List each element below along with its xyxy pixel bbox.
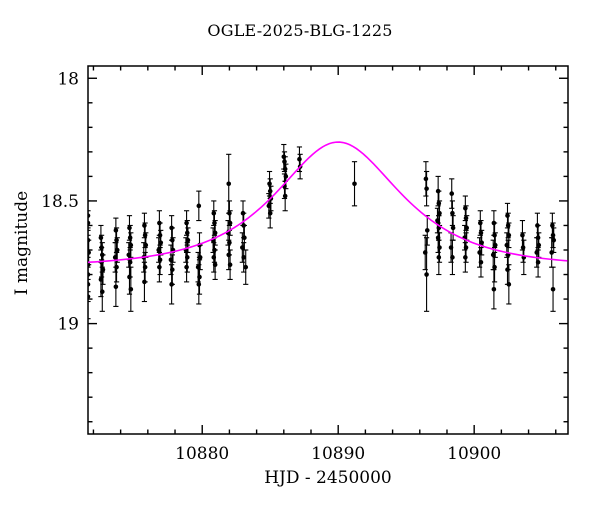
data-point bbox=[88, 239, 92, 266]
data-point bbox=[226, 153, 232, 214]
data-point bbox=[88, 266, 91, 303]
data-point bbox=[449, 239, 456, 276]
data-point bbox=[478, 246, 484, 278]
data-point bbox=[549, 237, 555, 268]
data-point bbox=[436, 239, 442, 276]
data-point bbox=[449, 200, 456, 227]
data-point bbox=[479, 229, 485, 256]
data-point bbox=[491, 269, 497, 310]
data-point bbox=[196, 264, 202, 305]
data-point bbox=[243, 249, 249, 285]
y-tick-label: 18 bbox=[57, 69, 79, 89]
data-point bbox=[227, 210, 233, 236]
data-point bbox=[183, 251, 190, 283]
data-point bbox=[423, 170, 430, 207]
data-points bbox=[88, 143, 557, 320]
data-point bbox=[196, 190, 202, 222]
model-curve bbox=[88, 141, 568, 264]
x-tick-label: 10900 bbox=[447, 444, 501, 464]
data-point bbox=[550, 266, 556, 312]
data-point bbox=[212, 249, 218, 280]
data-point bbox=[88, 249, 91, 280]
data-point bbox=[88, 273, 91, 320]
data-point bbox=[423, 161, 429, 197]
y-axis-label: I magnitude bbox=[12, 190, 32, 296]
axis-ticks bbox=[88, 66, 568, 434]
chart-title: OGLE-2025-BLG-1225 bbox=[207, 21, 393, 40]
data-point bbox=[141, 261, 148, 303]
data-point bbox=[227, 249, 233, 280]
data-point bbox=[491, 251, 498, 283]
data-point bbox=[88, 210, 91, 236]
data-point bbox=[88, 200, 91, 231]
tick-labels: 10880 10890 10900 18 18.5 19 bbox=[41, 69, 501, 464]
x-tick-label: 10880 bbox=[175, 444, 229, 464]
data-point bbox=[113, 266, 119, 307]
data-point bbox=[535, 246, 541, 278]
data-point bbox=[423, 237, 430, 312]
data-point bbox=[169, 264, 175, 305]
x-tick-label: 10890 bbox=[311, 444, 365, 464]
data-point bbox=[99, 271, 105, 312]
data-point bbox=[462, 242, 468, 273]
data-point bbox=[156, 251, 162, 283]
x-axis-label: HJD - 2450000 bbox=[264, 468, 392, 488]
y-tick-label: 19 bbox=[57, 315, 79, 335]
data-point bbox=[506, 264, 512, 305]
data-point bbox=[128, 266, 134, 312]
data-point bbox=[267, 197, 273, 229]
y-tick-label: 18.5 bbox=[41, 192, 79, 212]
data-point bbox=[351, 161, 358, 207]
data-point bbox=[449, 178, 455, 209]
